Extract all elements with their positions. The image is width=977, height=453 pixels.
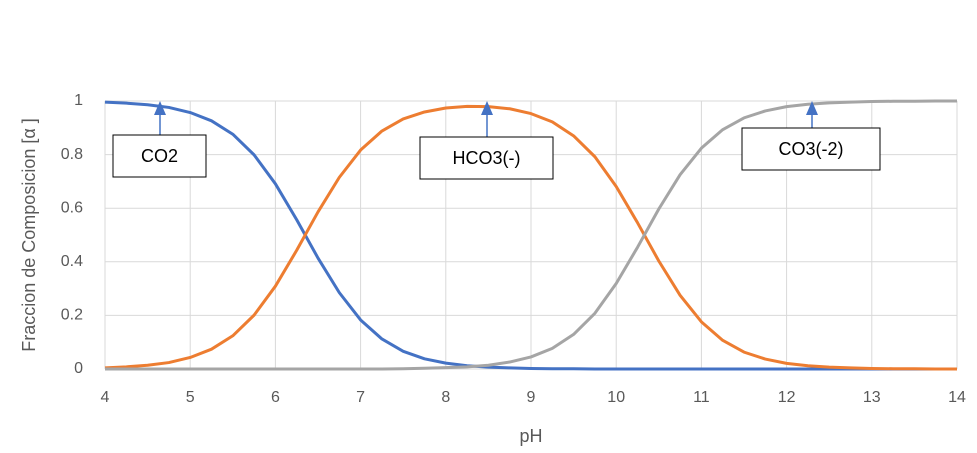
y-tick-label: 1	[74, 92, 83, 109]
y-tick-label: 0.8	[61, 146, 83, 163]
annotation-text: CO3(-2)	[778, 139, 843, 159]
x-tick-label: 9	[527, 389, 536, 406]
x-tick-label: 7	[356, 389, 365, 406]
x-tick-label: 14	[948, 389, 966, 406]
x-tick-label: 13	[863, 389, 881, 406]
annotation-text: CO2	[141, 146, 178, 166]
y-tick-label: 0	[74, 360, 83, 377]
chart: Fraccion de Composicion [α ] pH 0 0.2 0.4 0…	[0, 0, 977, 453]
y-axis-title: Fraccion de Composicion [α ]	[19, 118, 39, 352]
y-tick-label: 0.6	[61, 199, 83, 216]
x-tick-label: 5	[186, 389, 195, 406]
x-axis-title: pH	[519, 426, 542, 446]
x-tick-label: 4	[101, 389, 110, 406]
x-tick-label: 11	[693, 389, 710, 406]
annotation-text: HCO3(-)	[453, 148, 521, 168]
x-tick-label: 6	[271, 389, 280, 406]
y-tick-label: 0.2	[61, 307, 83, 324]
y-tick-label: 0.4	[61, 253, 83, 270]
x-tick-label: 10	[607, 389, 625, 406]
x-tick-label: 12	[778, 389, 796, 406]
x-tick-label: 8	[441, 389, 450, 406]
